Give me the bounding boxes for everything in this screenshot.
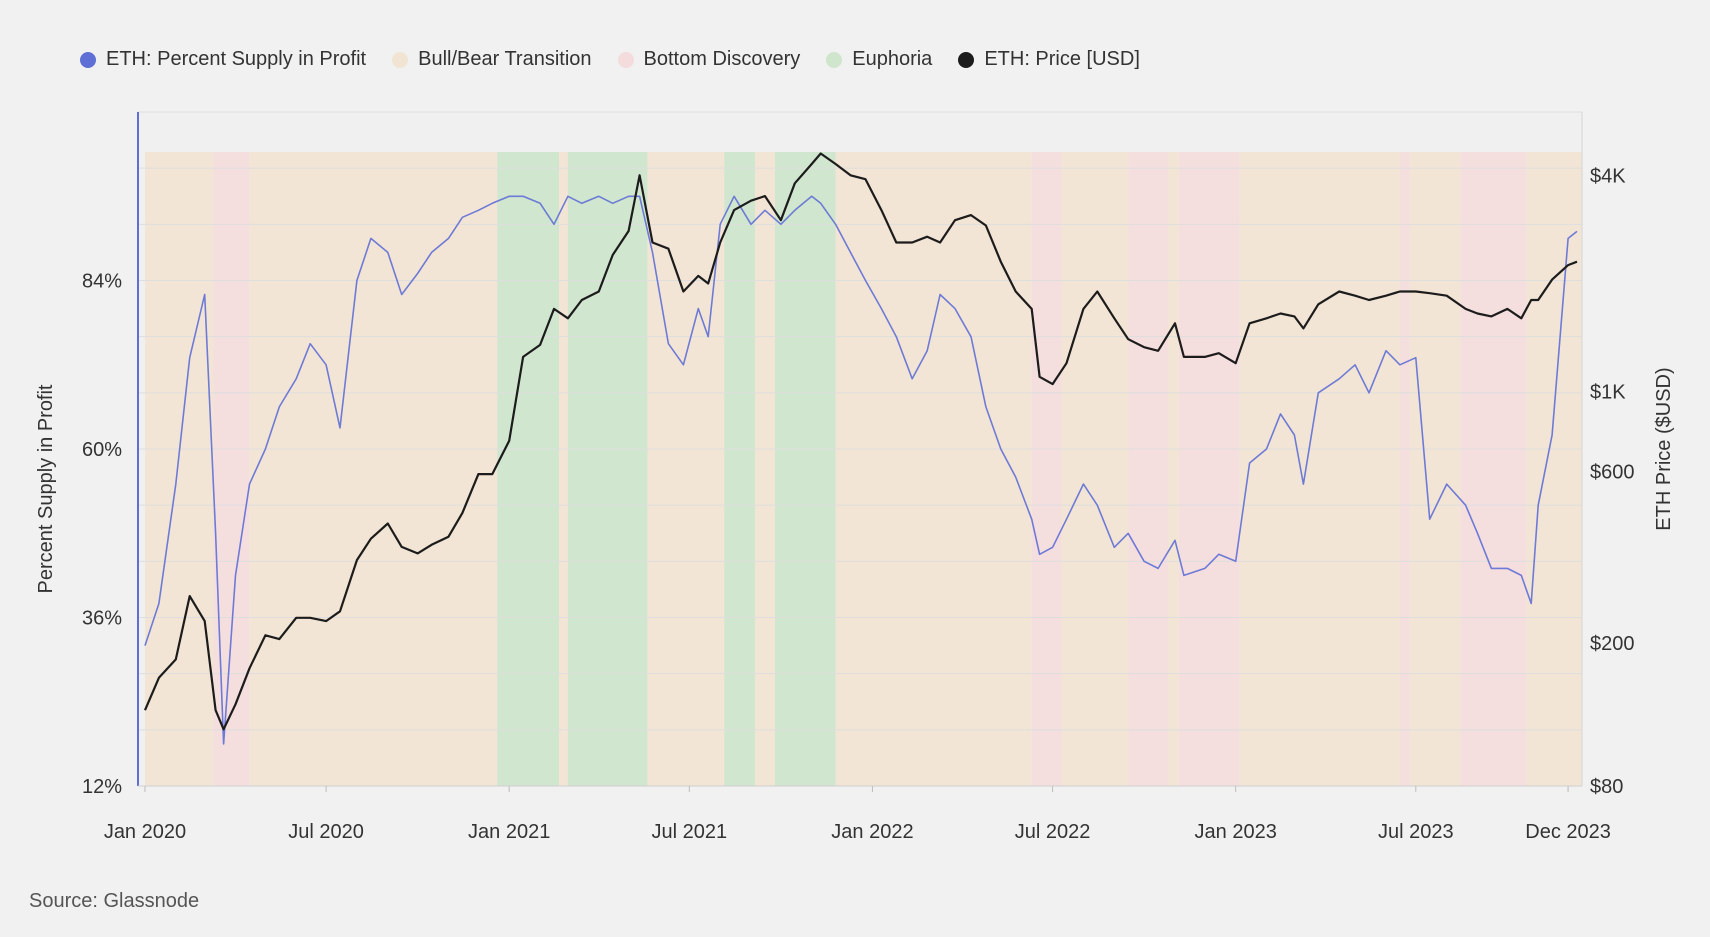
right-tick-label-0: $80: [1590, 776, 1623, 798]
legend-dot-euphoria: [826, 51, 843, 68]
legend-dot-bottom-discovery: [617, 51, 634, 68]
phase-band-13: [1128, 152, 1168, 786]
phase-band-12: [1061, 152, 1129, 786]
legend: ETH: Percent Supply in Profit Bull/Bear …: [80, 48, 1140, 71]
x-tick-label-7: Jul 2023: [1378, 821, 1454, 843]
x-tick-label-6: Jan 2023: [1195, 821, 1277, 843]
phase-band-11: [1031, 152, 1062, 786]
axes: 12% 36% 60% 84% $80 $200 $600 $1K $4K Jan 2020 Jul…: [35, 112, 1675, 843]
left-tick-label-3: 84%: [82, 271, 122, 293]
left-axis-title: Percent Supply in Profit: [35, 384, 57, 593]
legend-item-bull-bear[interactable]: Bull/Bear Transition: [392, 48, 592, 71]
phase-band-17: [1399, 152, 1410, 786]
phase-band-2: [249, 152, 498, 786]
legend-item-eth-price[interactable]: ETH: Price [USD]: [958, 48, 1140, 71]
x-tick-label-8: Dec 2023: [1525, 821, 1611, 843]
legend-dot-eth-price: [958, 51, 975, 68]
left-tick-label-1: 36%: [82, 608, 122, 630]
source-note: Source: Glassnode: [29, 890, 200, 912]
phase-band-20: [1526, 152, 1582, 786]
phase-band-15: [1179, 152, 1240, 786]
left-tick-label-0: 12%: [82, 776, 122, 798]
x-tick-label-0: Jan 2020: [104, 821, 186, 843]
right-tick-label-2: $600: [1590, 461, 1635, 483]
phase-band-7: [724, 152, 756, 786]
legend-label-supply-in-profit: ETH: Percent Supply in Profit: [106, 48, 367, 70]
grid-lines: [138, 111, 1582, 787]
phase-band-16: [1239, 152, 1400, 786]
legend-dot-bull-bear: [392, 51, 409, 68]
left-tick-label-2: 60%: [82, 439, 122, 461]
right-axis-title: ETH Price ($USD): [1653, 367, 1675, 530]
x-tick-label-2: Jan 2021: [468, 821, 550, 843]
phase-band-3: [497, 152, 559, 786]
legend-item-euphoria[interactable]: Euphoria: [826, 48, 932, 71]
legend-item-supply-in-profit[interactable]: ETH: Percent Supply in Profit: [80, 48, 366, 71]
phase-band-5: [567, 152, 648, 786]
series-line-eth-price: [143, 152, 1578, 731]
phase-band-9: [774, 152, 836, 786]
legend-dot-supply-in-profit: [80, 51, 96, 68]
phase-band-1: [213, 152, 250, 786]
right-tick-label-4: $4K: [1590, 165, 1626, 187]
x-tick-label-4: Jan 2022: [831, 821, 913, 843]
series-line-supply-in-profit: [144, 195, 1578, 745]
legend-label-eth-price: ETH: Price [USD]: [984, 48, 1140, 70]
phase-band-18: [1409, 152, 1461, 786]
phase-band-10: [835, 152, 1032, 786]
phase-band-6: [647, 152, 725, 786]
phase-band-0: [145, 152, 214, 786]
right-tick-label-1: $200: [1590, 633, 1635, 655]
legend-label-bull-bear: Bull/Bear Transition: [418, 48, 592, 70]
x-tick-label-5: Jul 2022: [1015, 821, 1091, 843]
legend-label-bottom-discovery: Bottom Discovery: [643, 48, 801, 70]
legend-item-bottom-discovery[interactable]: Bottom Discovery: [617, 48, 801, 71]
x-tick-label-3: Jul 2021: [652, 821, 728, 843]
right-tick-label-3: $1K: [1590, 382, 1626, 404]
legend-label-euphoria: Euphoria: [852, 48, 933, 70]
series-lines: [143, 152, 1578, 745]
phase-band-8: [755, 152, 775, 786]
x-tick-label-1: Jul 2020: [288, 821, 364, 843]
phase-band-14: [1168, 152, 1179, 786]
phase-band-4: [559, 152, 568, 786]
phase-band-19: [1460, 152, 1527, 786]
